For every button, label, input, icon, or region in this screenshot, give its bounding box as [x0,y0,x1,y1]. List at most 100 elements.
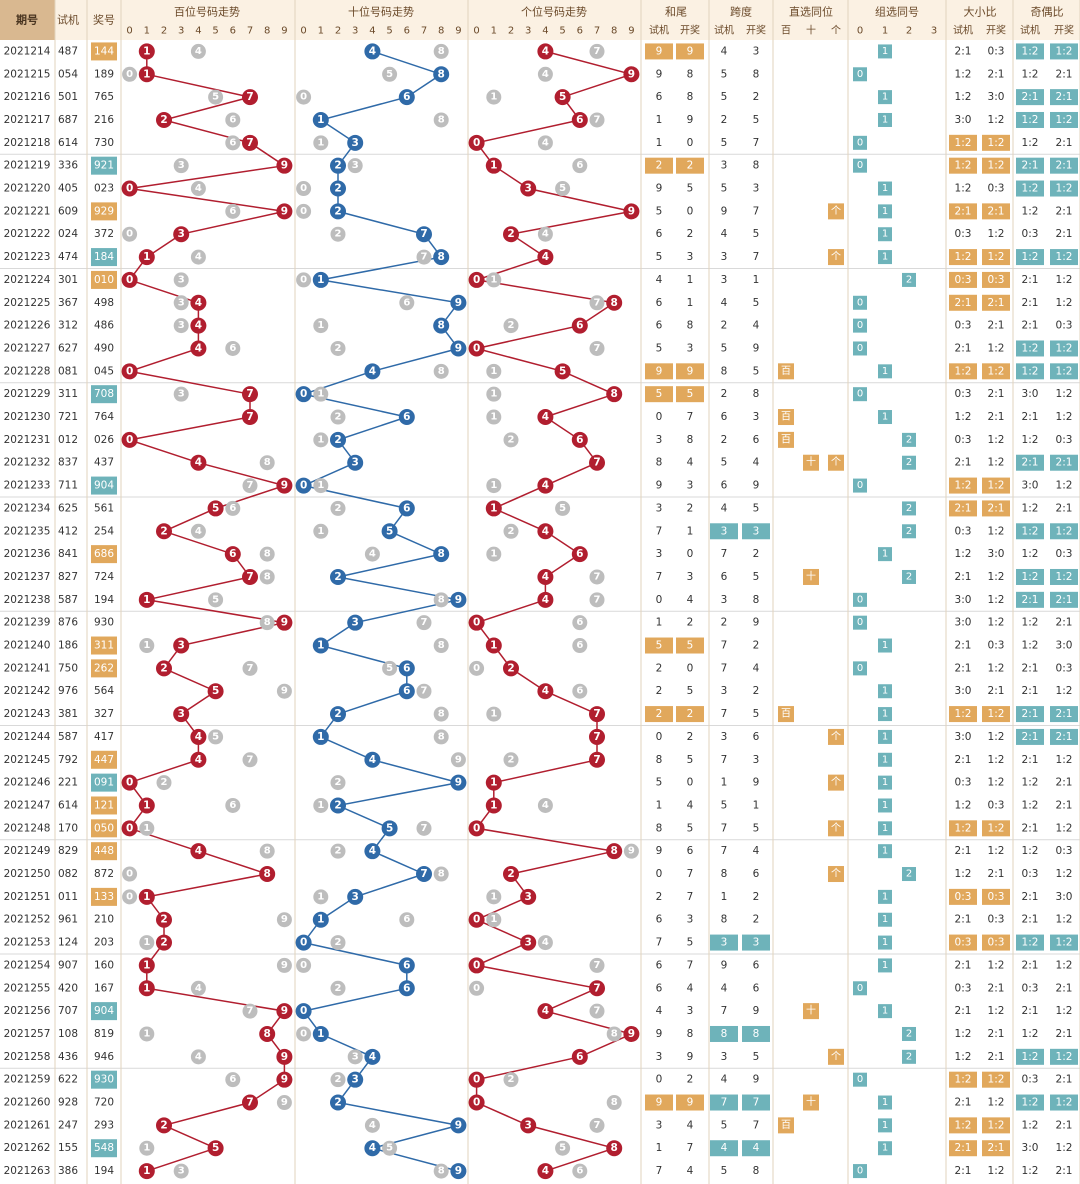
hundreds-draw-ball-label: 4 [195,320,202,332]
big-small-trial: 2:1 [955,342,972,354]
sum-tail-draw: 1 [687,525,694,537]
span-draw: 6 [753,982,760,994]
big-small-trial: 1:2 [955,1051,972,1063]
hundreds-trial-ball-label: 4 [195,983,202,994]
units-draw-ball-label: 0 [473,617,480,629]
units-trial-ball-label: 5 [559,503,566,514]
odd-even-draw: 2:1 [1056,1028,1073,1040]
group-same-sub-header: 1 [882,26,888,37]
hundreds-trial-ball [139,1026,155,1042]
tens-digit-header: 9 [455,26,461,37]
group-same-value: 1 [882,846,888,857]
big-small-draw-badge [982,706,1010,723]
group-same-value: 2 [906,1028,912,1039]
group-same-marker [878,912,892,927]
tens-draw-ball-label: 9 [455,342,462,354]
odd-even-draw-badge [1050,1094,1078,1111]
prize-cell: 720 [94,1097,114,1109]
trial-cell: 792 [58,754,78,766]
odd-even-draw: 2:1 [1056,91,1073,103]
period-cell: 2021234 [4,502,51,514]
tens-trial-ball-label: 0 [300,206,307,217]
tens-trial-ball [313,889,329,905]
span-draw: 5 [753,1051,760,1063]
tens-draw-ball-label: 2 [334,1097,341,1109]
span-draw: 2 [753,548,760,560]
direct-position-marker [778,363,794,380]
odd-even-trial: 2:1 [1022,1005,1039,1017]
big-small-draw: 0:3 [988,799,1005,811]
period-cell: 2021244 [4,731,51,743]
tens-draw-ball [312,271,329,288]
hundreds-trial-ball [190,1049,206,1065]
hundreds-draw-ball-label: 2 [160,662,167,674]
group-same-sub-header: 3 [931,26,937,37]
big-small-draw: 1:2 [988,1097,1005,1109]
big-small-draw: 1:2 [988,731,1005,743]
group-same-marker [878,1118,892,1133]
hundreds-draw-ball-label: 9 [281,1051,288,1063]
trial-cell: 381 [58,708,78,720]
tens-trial-ball-label: 8 [438,640,445,651]
prize-header: 奖号 [93,13,115,27]
hundreds-trial-ball-label: 1 [143,937,150,948]
span-trial: 2 [721,617,728,629]
group-same-value: 0 [857,343,863,354]
group-same-marker [902,272,916,287]
units-trial-ball [555,500,571,516]
tens-draw-ball-label: 6 [403,982,410,994]
big-small-trial: 0:3 [955,320,972,332]
big-small-trial: 0:3 [955,937,972,949]
sum-tail-trial: 9 [656,1028,663,1040]
hundreds-trial-ball-label: 4 [195,1051,202,1062]
units-draw-ball [468,340,485,357]
units-draw-ball-label: 9 [628,68,635,80]
tens-draw-ball-label: 2 [334,799,341,811]
hundreds-draw-ball [224,546,241,563]
odd-even-trial: 2:1 [1022,160,1039,172]
prize-cell: 210 [94,914,114,926]
span-draw: 5 [753,228,760,240]
direct-position-marker [828,249,844,266]
direct-position-label: 个 [831,822,841,834]
big-small-trial: 1:2 [955,1074,972,1086]
span-trial: 6 [721,480,728,492]
units-trial-ball [537,226,553,242]
units-trial-ball-label: 5 [559,1143,566,1154]
tens-draw-ball-label: 3 [352,1074,359,1086]
sum-tail-draw: 4 [687,799,694,811]
units-trial-ball [572,615,588,631]
sum-tail-draw: 5 [687,685,694,697]
span-trial: 5 [721,799,728,811]
sum-tail-trial: 3 [656,502,663,514]
sum-tail-trial: 3 [656,1119,663,1131]
tens-draw-ball [364,1048,381,1065]
span-trial: 5 [721,183,728,195]
units-draw-ball [571,111,588,128]
sum-tail-trial: 0 [656,868,663,880]
span-trial-badge [710,934,738,951]
odd-even-draw: 1:2 [1056,959,1073,971]
big-small-draw-badge [982,271,1010,288]
sum-tail-draw: 8 [687,1028,694,1040]
group-same-marker [853,295,867,310]
big-small-trial-badge [949,157,977,174]
tens-draw-ball [295,386,312,403]
odd-even-trial: 2:1 [1022,685,1039,697]
trial-cell: 961 [58,914,78,926]
tens-trial-ball [296,957,312,973]
units-trial-ball [572,1163,588,1179]
big-small-trial: 1:2 [955,365,972,377]
span-trial: 7 [721,845,728,857]
group-same-value: 0 [857,389,863,400]
units-digit-header: 8 [611,26,617,37]
tens-draw-ball-label: 3 [352,617,359,629]
group-same-value: 0 [857,69,863,80]
hundreds-trial-ball [259,546,275,562]
odd-even-draw: 0:3 [1056,548,1073,560]
odd-even-draw-badge [1050,591,1078,608]
span-draw: 8 [753,1165,760,1177]
hundreds-draw-ball [207,683,224,700]
sum-tail-draw: 2 [687,502,694,514]
units-trial-ball-label: 1 [490,274,497,285]
